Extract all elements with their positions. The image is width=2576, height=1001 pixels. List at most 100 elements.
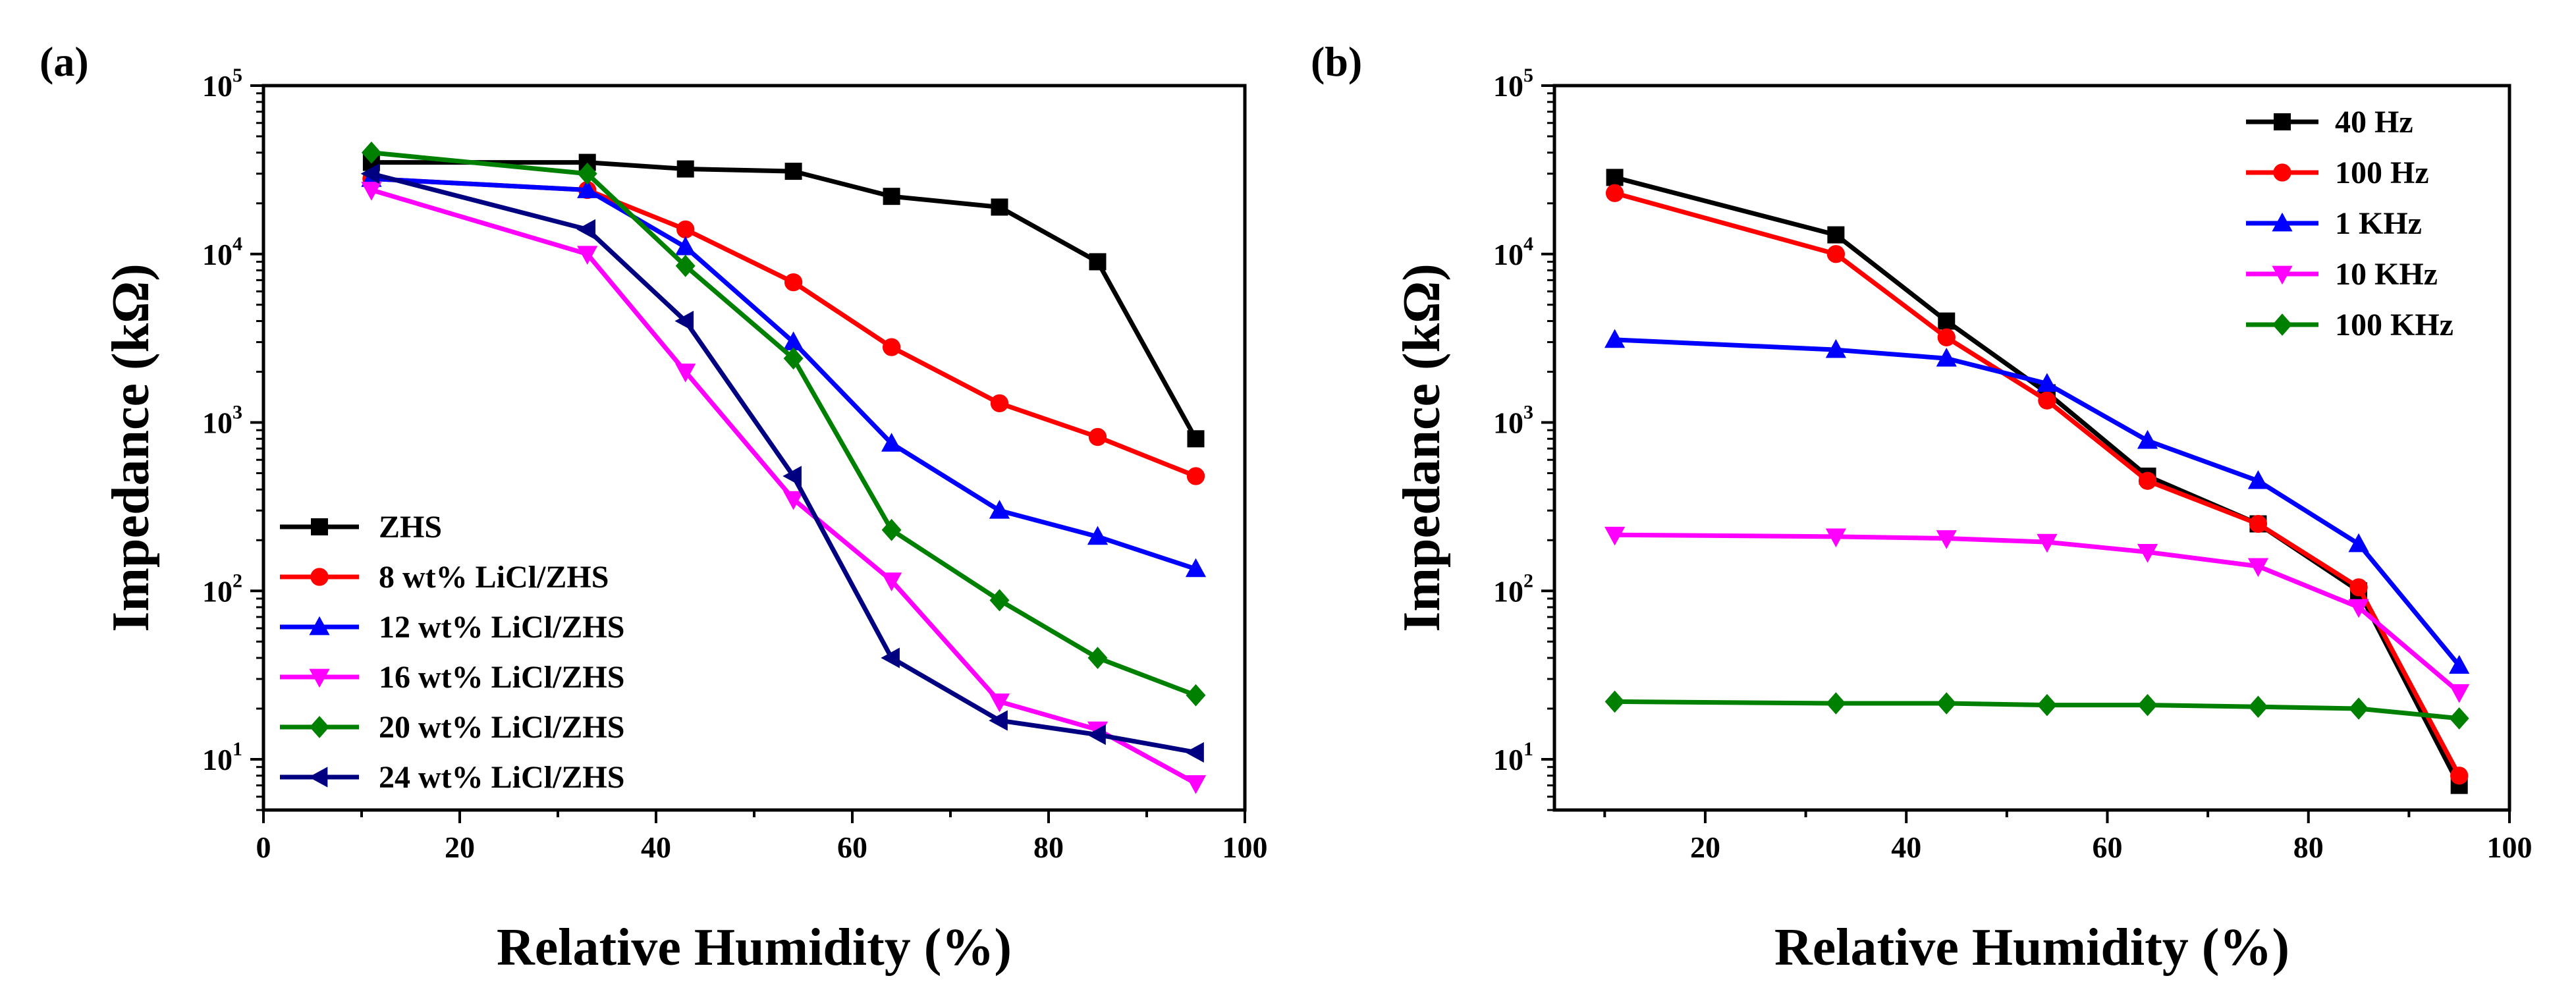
- panel-b-data-point: [2037, 693, 2057, 717]
- legend-label: 100 KHz: [2335, 308, 2453, 342]
- panel-b-data-point: [2037, 533, 2058, 553]
- panel-a-data-point: [577, 162, 597, 185]
- y-tick-label: 104: [202, 233, 242, 271]
- x-tick-label: 0: [256, 830, 271, 864]
- panel-a-data-point: [675, 236, 696, 256]
- legend-marker: [2273, 163, 2291, 182]
- panel-b-data-point: [1604, 526, 1626, 546]
- legend-marker: [309, 668, 330, 688]
- panel-a-data-point: [361, 141, 381, 164]
- panel-a-data-point: [361, 182, 382, 201]
- panel-a-data-point: [783, 491, 804, 510]
- y-tick-label: 102: [1493, 570, 1533, 608]
- panel-a-data-point: [881, 433, 902, 452]
- panel-b-x-axis-title: Relative Humidity (%): [1774, 919, 2289, 977]
- panel-b-data-point: [1936, 530, 1957, 549]
- panel-b-y-axis-title: Impedance (kΩ): [1393, 263, 1451, 632]
- x-tick-label: 80: [2293, 830, 2324, 864]
- legend-label: 8 wt% LiCl/ZHS: [379, 560, 609, 595]
- legend-marker: [2272, 313, 2292, 336]
- legend-marker: [309, 616, 330, 636]
- legend-label: 10 KHz: [2335, 257, 2438, 292]
- panel-b-data-point: [2138, 472, 2157, 490]
- panel-b-data-point: [1827, 226, 1845, 244]
- panel-b-data-point: [2348, 599, 2369, 618]
- x-tick-label: 100: [1222, 830, 1268, 864]
- panel-b-data-point: [1938, 312, 1956, 330]
- legend-label: 24 wt% LiCl/ZHS: [379, 760, 624, 795]
- panel-b-data-point: [1606, 169, 1624, 186]
- y-tick-label: 105: [1493, 65, 1533, 103]
- panel-a-series-line-5: [371, 171, 1197, 755]
- y-tick-label: 103: [202, 402, 242, 440]
- legend-label: 40 Hz: [2335, 105, 2413, 140]
- panel-a-plot-frame: [261, 84, 1247, 812]
- y-tick-label: 103: [1493, 402, 1533, 440]
- panel-a-series: [360, 141, 1207, 794]
- panel-a-data-point: [783, 347, 804, 370]
- panel-a-series-line-0: [371, 160, 1198, 440]
- panel-a-data-point: [577, 246, 598, 265]
- panel-b-data-point: [1937, 328, 1956, 346]
- legend-label: 12 wt% LiCl/ZHS: [379, 610, 624, 645]
- legend-marker: [2272, 212, 2293, 232]
- panel-b-data-point: [2449, 684, 2470, 703]
- panel-b-series-line-4: [1614, 699, 2460, 721]
- panel-b-data-point: [2249, 514, 2268, 533]
- panel-a-data-point: [1087, 724, 1106, 745]
- panel-a-data-point: [991, 198, 1008, 216]
- x-tick-label: 20: [445, 830, 475, 864]
- y-tick-label: 101: [1493, 738, 1533, 776]
- panel-b-data-point: [1605, 184, 1624, 202]
- panel-a-series-line-3: [370, 188, 1197, 786]
- panel-a-data-point: [1185, 558, 1207, 578]
- panel-a-data-point: [784, 273, 803, 292]
- panel-a-data-point: [1087, 647, 1108, 669]
- chart-panel-b: (b) 20 40 60 80 100 101 102 103 104 105 Relative …: [1311, 38, 2533, 977]
- x-tick-label: 60: [837, 830, 867, 864]
- panel-a-data-point: [783, 331, 804, 350]
- panel-a-ticks: 0 20 40 60 80 100 101 102 103 104 105: [202, 65, 1268, 864]
- panel-a-data-point: [882, 338, 901, 356]
- chart-panel-a: (a) 0 20 40 60 80 100 101 102 103 104 105 Relative…: [40, 38, 1268, 977]
- x-tick-label: 40: [1891, 830, 1921, 864]
- panel-a-data-point: [989, 589, 1010, 612]
- panel-b-data-point: [2450, 767, 2469, 785]
- panel-a-data-point: [881, 572, 902, 591]
- panel-b-series: [1604, 169, 2470, 794]
- panel-b-series-line-2: [1614, 337, 2461, 667]
- x-tick-label: 20: [1690, 830, 1720, 864]
- panel-a-legend: ZHS 8 wt% LiCl/ZHS 12 wt% LiCl/ZHS 16 wt% L…: [280, 510, 624, 795]
- panel-b-label: (b): [1311, 38, 1362, 85]
- panel-b-data-point: [2137, 543, 2158, 563]
- legend-marker: [310, 716, 329, 738]
- legend-marker: [2272, 265, 2293, 285]
- panel-a-series-line-2: [371, 176, 1197, 572]
- y-tick-label: 102: [202, 570, 242, 608]
- panel-b-data-point: [1826, 245, 1846, 263]
- panel-a-data-point: [577, 179, 598, 198]
- panel-a-data-point: [1185, 742, 1204, 763]
- panel-b-data-point: [2037, 373, 2058, 392]
- panel-a-data-point: [883, 188, 900, 205]
- panel-b-legend: 40 Hz 100 Hz 1 KHz 10 KHz 100 KHz: [2246, 105, 2453, 342]
- panel-b-data-point: [1826, 692, 1846, 715]
- legend-label: 20 wt% LiCl/ZHS: [379, 710, 624, 745]
- panel-a-data-point: [1186, 684, 1206, 707]
- panel-a-data-point: [881, 647, 900, 668]
- panel-b-data-point: [2038, 391, 2056, 410]
- panel-b-data-point: [1936, 692, 1957, 715]
- y-tick-label: 104: [1493, 233, 1533, 271]
- x-tick-label: 80: [1033, 830, 1064, 864]
- panel-a-data-point: [1088, 427, 1107, 446]
- panel-b-series-line-1: [1614, 190, 2461, 777]
- panel-b-series-line-3: [1614, 532, 2461, 694]
- y-tick-label: 105: [202, 65, 242, 103]
- panel-a-label: (a): [40, 38, 89, 85]
- panel-a-data-point: [782, 466, 802, 487]
- panel-b-data-point: [1825, 338, 1846, 358]
- x-tick-label: 40: [641, 830, 671, 864]
- legend-label: 1 KHz: [2335, 206, 2422, 241]
- legend-marker: [311, 518, 328, 535]
- legend-marker: [2274, 113, 2291, 130]
